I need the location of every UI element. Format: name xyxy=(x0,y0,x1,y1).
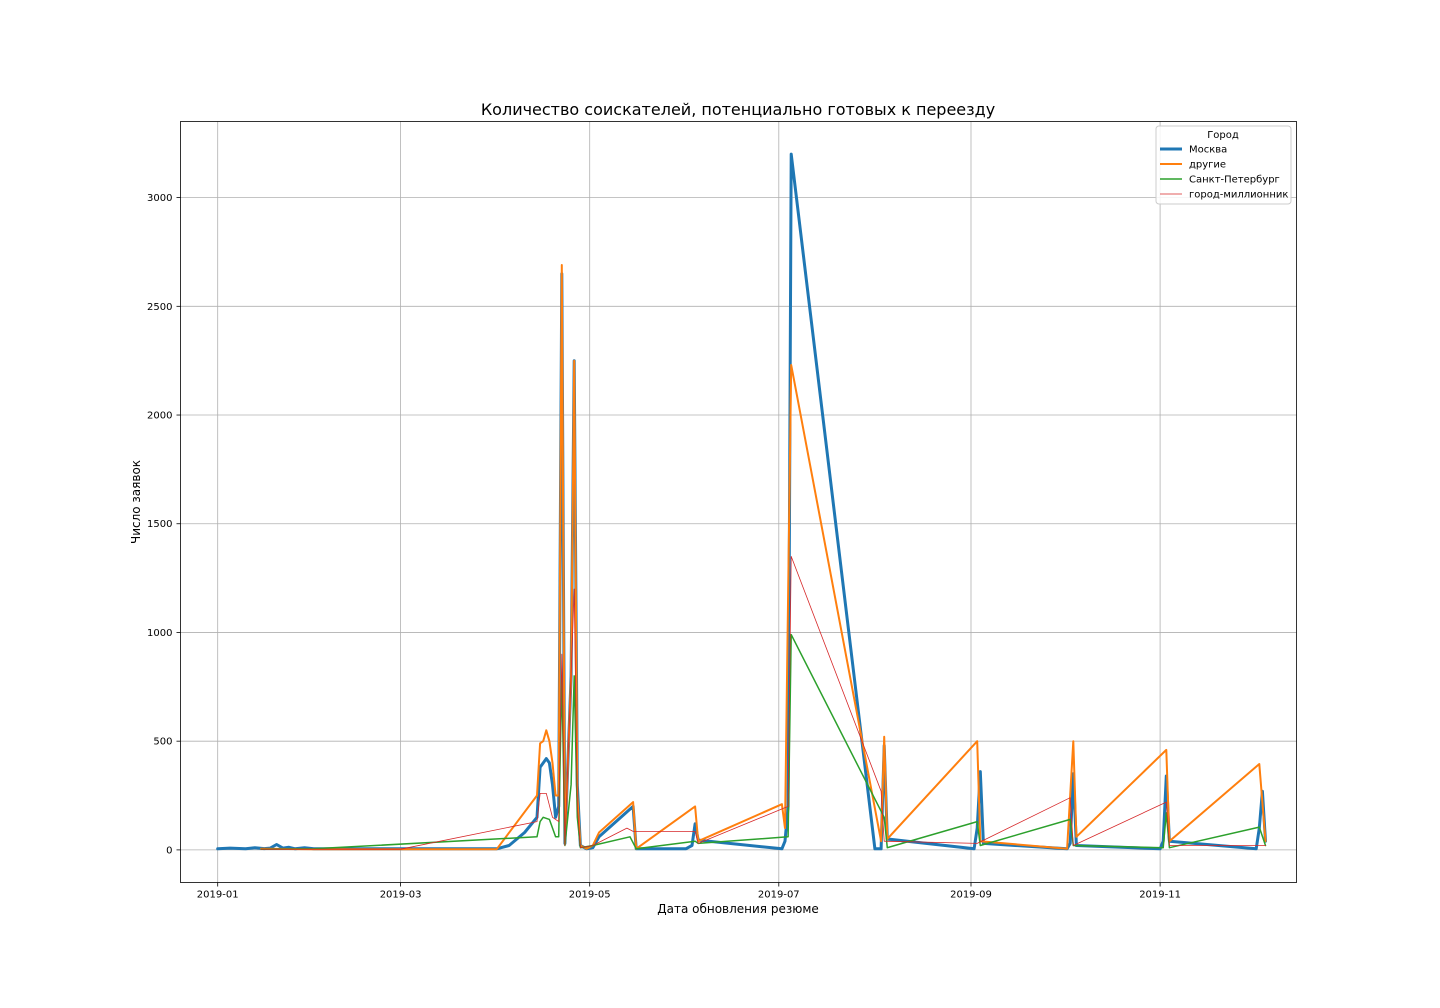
y-tick-label: 2000 xyxy=(147,411,172,422)
legend-label: Санкт-Петербург xyxy=(1189,175,1280,186)
series-line-0 xyxy=(216,152,1267,851)
x-axis-ticks: 2019-01 2019-03 2019-05 2019-07 2019-09 2019-… xyxy=(197,882,1181,901)
x-tick-label: 2019-03 xyxy=(380,890,422,901)
legend-entries: Москва другие Санкт-Петербург город-миллион… xyxy=(1160,145,1288,201)
grid xyxy=(180,121,1297,883)
series-line-1 xyxy=(260,264,1267,851)
legend: Город Москва другие Санкт-Петербург город-м… xyxy=(1155,125,1292,205)
y-tick-label: 500 xyxy=(153,737,172,748)
plot-series xyxy=(216,152,1267,851)
y-axis-ticks: 0 500 1000 1500 2000 2500 3000 xyxy=(147,193,181,856)
y-tick-label: 1000 xyxy=(147,628,172,639)
legend-frame xyxy=(1155,125,1292,205)
x-tick-label: 2019-01 xyxy=(197,890,239,901)
x-tick-label: 2019-07 xyxy=(758,890,800,901)
x-tick-label: 2019-05 xyxy=(569,890,611,901)
legend-label: Москва xyxy=(1189,145,1227,156)
y-axis-label: Число заявок xyxy=(129,460,143,544)
x-tick-label: 2019-11 xyxy=(1139,890,1181,901)
legend-title: Город xyxy=(1207,130,1239,141)
y-tick-label: 2500 xyxy=(147,302,172,313)
y-tick-label: 1500 xyxy=(147,519,172,530)
y-tick-label: 3000 xyxy=(147,193,172,204)
legend-label: другие xyxy=(1189,160,1226,171)
plot-frame xyxy=(180,121,1297,883)
x-tick-label: 2019-09 xyxy=(950,890,992,901)
chart-title: Количество соискателей, потенциально гот… xyxy=(481,100,995,119)
x-axis-label: Дата обновления резюме xyxy=(657,902,819,916)
y-tick-label: 0 xyxy=(166,845,172,856)
series-line-3 xyxy=(260,556,1266,850)
legend-label: город-миллионник xyxy=(1189,190,1288,201)
